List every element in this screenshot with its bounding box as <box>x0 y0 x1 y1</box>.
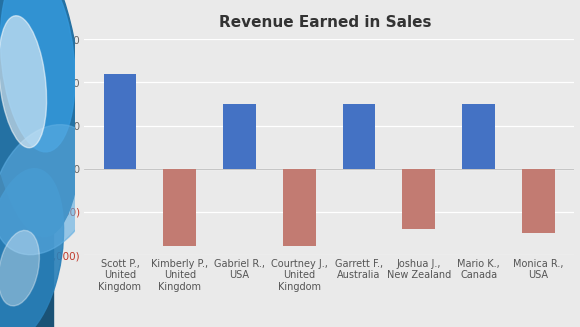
Bar <box>343 104 375 169</box>
Text: Revenue Earned in Sales: Revenue Earned in Sales <box>219 15 431 30</box>
Ellipse shape <box>0 169 64 327</box>
Bar <box>283 169 316 247</box>
Bar <box>103 74 136 169</box>
Bar <box>462 104 495 169</box>
Bar <box>164 169 196 247</box>
FancyBboxPatch shape <box>0 0 53 327</box>
Bar <box>223 104 256 169</box>
Bar <box>403 169 435 229</box>
Ellipse shape <box>0 125 98 255</box>
Ellipse shape <box>1 0 75 152</box>
Bar <box>522 169 555 233</box>
Ellipse shape <box>0 231 39 306</box>
Ellipse shape <box>0 0 82 237</box>
Ellipse shape <box>0 16 46 148</box>
